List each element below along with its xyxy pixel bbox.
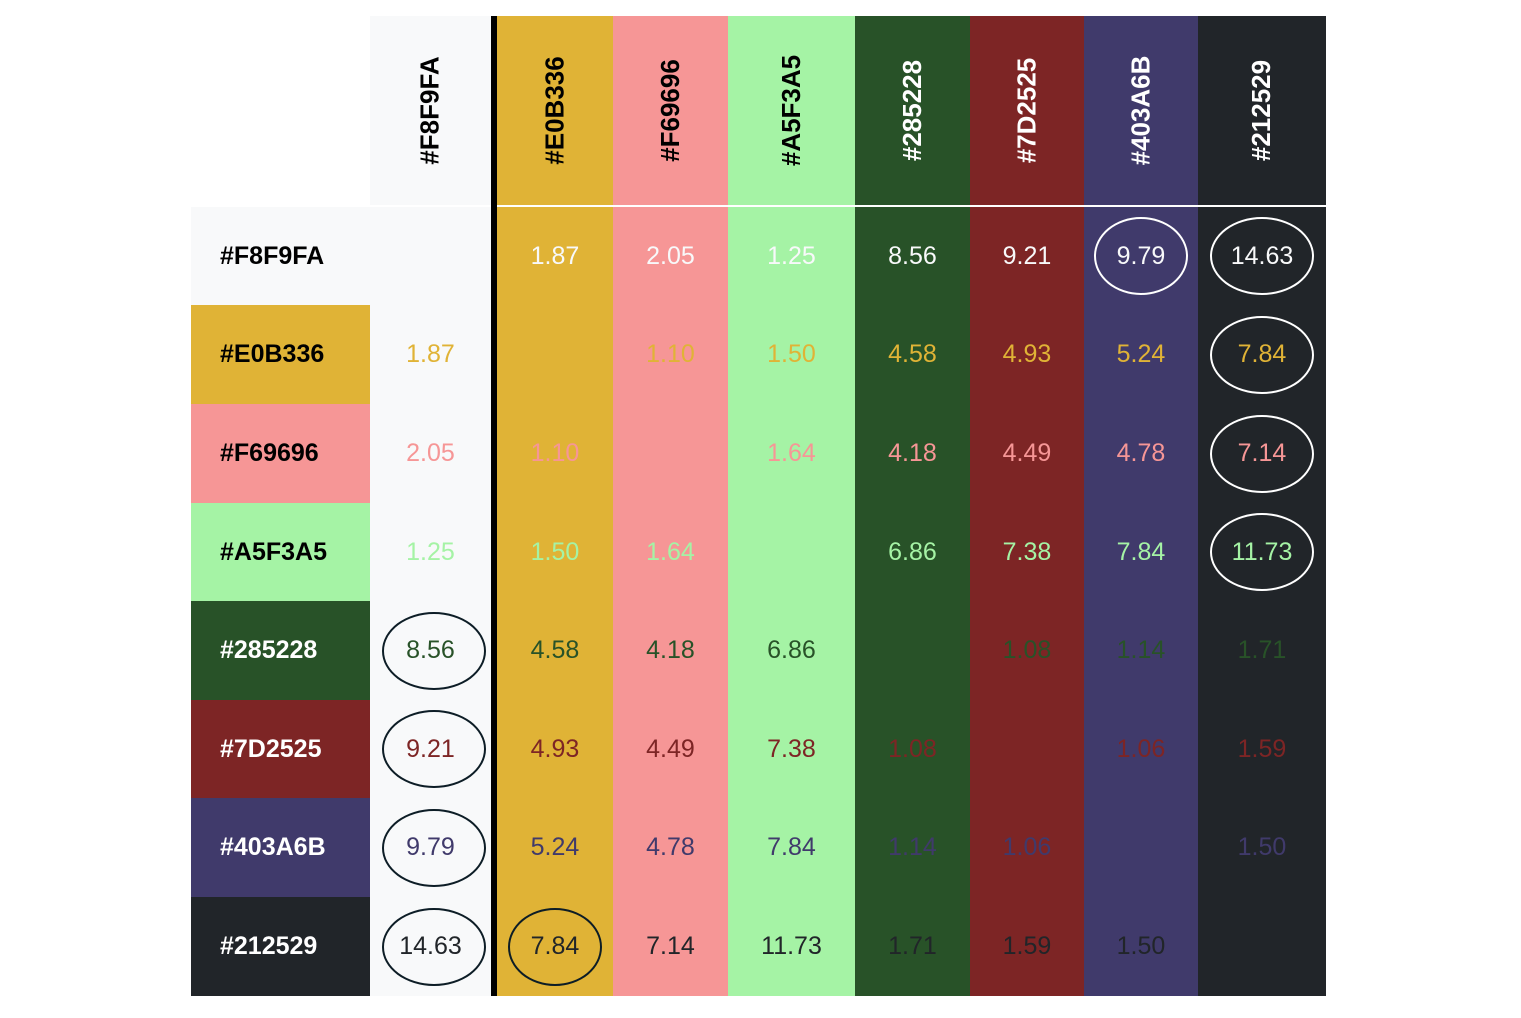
contrast-cell [370,207,491,305]
column-header-label: #F8F9FA [415,56,445,165]
contrast-cell: 1.50 [767,340,816,368]
contrast-cell: 1.59 [1237,734,1287,763]
contrast-cell: 9.79 [1116,241,1166,270]
column-background-403a6b [1084,16,1198,996]
contrast-cell [970,700,1084,798]
contrast-cell: 6.86 [888,537,937,566]
contrast-cell: 1.25 [767,241,816,270]
contrast-cell: 5.24 [530,833,580,861]
contrast-cell: 1.50 [1116,932,1166,960]
contrast-cell: 4.18 [646,636,695,664]
contrast-cell: 8.56 [888,241,937,270]
row-header: #7D2525 [191,700,370,798]
contrast-cell: 1.08 [1002,636,1052,664]
row-header: #F69696 [191,404,370,503]
contrast-cell: 2.05 [646,241,695,270]
contrast-cell: 1.10 [646,340,695,368]
contrast-cell: 4.93 [1002,340,1052,368]
contrast-cell: 4.78 [1116,439,1166,467]
contrast-cell: 1.06 [1002,833,1052,861]
column-background-7d2525 [970,16,1084,996]
contrast-cell: 7.14 [646,932,695,960]
column-background-212529 [1198,16,1326,996]
row-header: #A5F3A5 [191,503,370,601]
contrast-cell: 1.71 [888,932,937,960]
column-header: #F8F9FA [370,16,491,205]
contrast-cell: 11.73 [1231,537,1293,566]
contrast-cell: 11.73 [761,932,822,960]
column-background-f69696 [613,16,728,996]
contrast-cell: 7.84 [767,833,816,861]
contrast-cell [497,305,613,404]
contrast-cell: 7.84 [530,932,580,960]
contrast-cell: 8.56 [406,636,455,664]
contrast-cell: 4.49 [1002,439,1052,467]
contrast-cell: 4.93 [530,734,580,763]
contrast-cell: 1.25 [406,537,455,566]
column-header-label: #7D2525 [1011,57,1042,164]
contrast-cell: 9.79 [406,833,455,861]
column-header: #F69696 [613,16,728,205]
column-background-285228 [855,16,970,996]
contrast-cell: 7.38 [767,734,816,763]
contrast-cell: 1.87 [530,241,580,270]
column-header: #7D2525 [970,16,1084,205]
contrast-cell: 1.14 [888,833,937,861]
column-header-label: #403A6B [1125,55,1156,166]
contrast-cell: 4.58 [888,340,937,368]
column-header: #A5F3A5 [728,16,855,205]
contrast-cell: 1.59 [1002,932,1052,960]
contrast-cell: 7.84 [1237,340,1287,368]
contrast-cell: 9.21 [1002,241,1052,270]
contrast-cell: 1.64 [767,439,816,467]
contrast-cell: 1.87 [406,340,455,368]
contrast-cell: 4.18 [888,439,937,467]
column-background-e0b336 [497,16,613,996]
row-header: #403A6B [191,798,370,897]
header-divider [370,205,1326,207]
column-header: #E0B336 [497,16,613,205]
contrast-cell: 4.58 [530,636,580,664]
contrast-cell: 6.86 [767,636,816,664]
contrast-cell: 1.10 [530,439,580,467]
contrast-cell: 14.63 [1230,241,1294,270]
row-header: #285228 [191,601,370,700]
contrast-cell: 7.38 [1002,537,1052,566]
contrast-cell [855,601,970,700]
row-header: #212529 [191,897,370,996]
column-header-label: #F69696 [655,59,685,162]
contrast-cell: 7.84 [1116,537,1166,566]
contrast-cell [1198,897,1326,996]
contrast-cell: 2.05 [406,439,455,467]
column-divider [491,16,497,996]
contrast-cell [728,503,855,601]
column-header-label: #E0B336 [539,56,570,165]
column-header-label: #A5F3A5 [776,54,806,167]
contrast-cell: 4.49 [646,734,695,763]
contrast-cell: 1.14 [1116,636,1166,664]
contrast-cell: 1.08 [888,734,937,763]
contrast-cell: 1.50 [530,537,580,566]
contrast-cell: 1.71 [1237,636,1287,664]
column-header: #212529 [1198,16,1326,205]
contrast-cell: 4.78 [646,833,695,861]
contrast-cell: 1.06 [1116,734,1166,763]
contrast-cell: 14.63 [399,932,462,960]
contrast-cell: 5.24 [1116,340,1166,368]
contrast-cell: 9.21 [406,734,455,763]
row-header: #F8F9FA [191,207,370,305]
column-header-label: #285228 [896,59,927,162]
contrast-cell: 7.14 [1237,439,1287,467]
contrast-cell: 1.50 [1237,833,1287,861]
column-header: #285228 [855,16,970,205]
contrast-cell: 1.64 [646,537,695,566]
column-header: #403A6B [1084,16,1198,205]
column-background-a5f3a5 [728,16,855,996]
row-header: #E0B336 [191,305,370,404]
contrast-cell [1084,798,1198,897]
column-background-f8f9fa [370,16,491,996]
column-header-label: #212529 [1246,59,1277,162]
contrast-cell [613,404,728,503]
